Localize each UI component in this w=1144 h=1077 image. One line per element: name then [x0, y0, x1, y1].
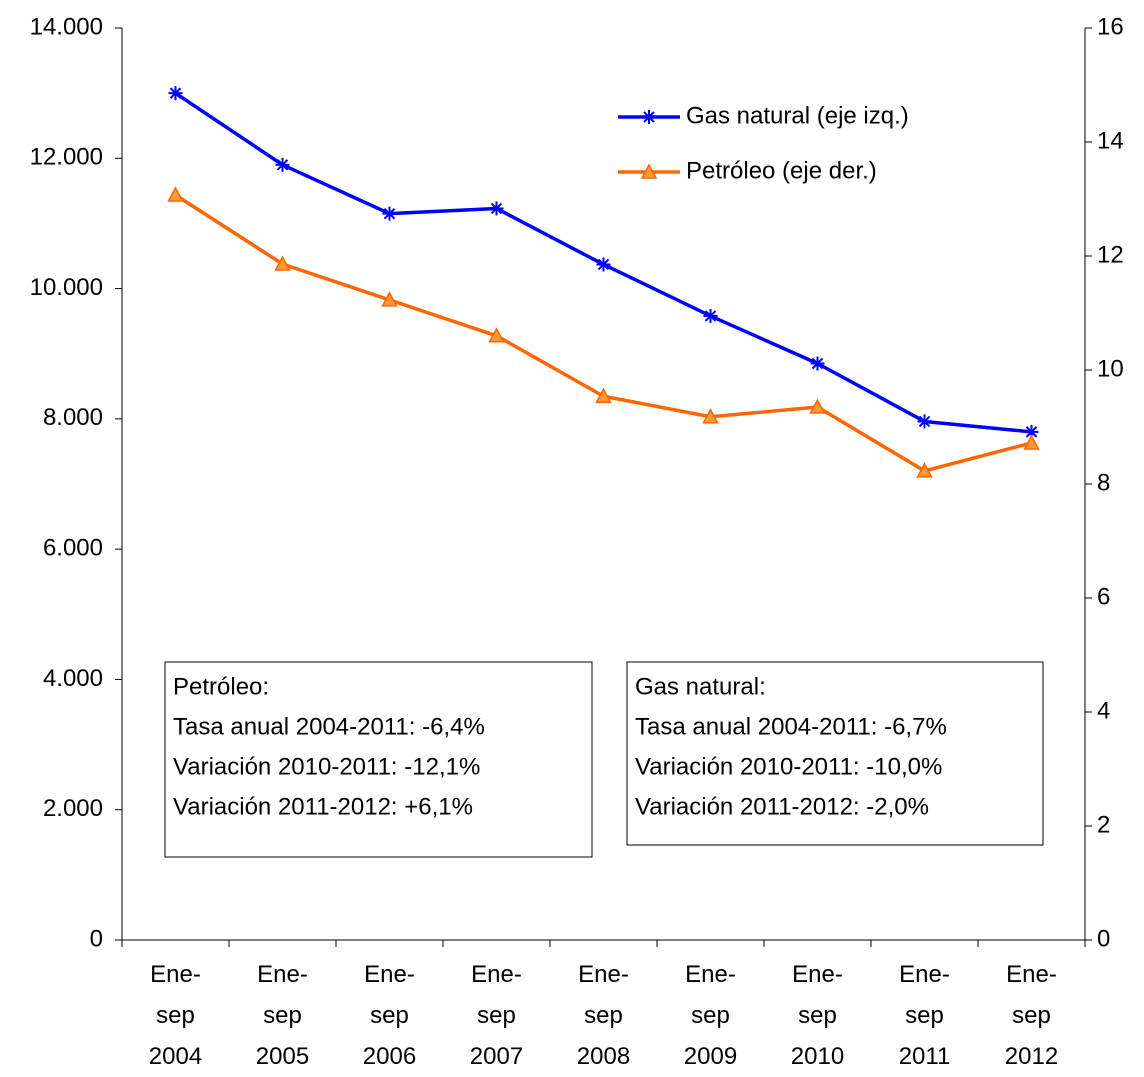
marker	[488, 327, 505, 343]
marker	[917, 414, 932, 429]
annotation-text: Tasa anual 2004-2011: -6,7%	[635, 713, 947, 740]
y2-tick-label: 14	[1097, 127, 1124, 154]
y-tick-label: 4.000	[43, 665, 103, 692]
marker	[167, 186, 184, 202]
y2-tick-label: 16	[1097, 13, 1124, 40]
annotation-text: Tasa anual 2004-2011: -6,4%	[173, 713, 485, 740]
marker-stroke	[490, 202, 503, 215]
marker	[809, 398, 826, 414]
y2-tick-label: 2	[1097, 811, 1110, 838]
x-tick-label: Ene- sep 2007	[469, 961, 524, 1070]
y2-tick-label: 8	[1097, 469, 1110, 496]
marker	[702, 408, 719, 424]
legend-label: Gas natural (eje izq.)	[686, 102, 909, 129]
x-tick-label: Ene- sep 2005	[255, 961, 310, 1070]
marker-stroke	[169, 87, 182, 99]
marker	[168, 86, 183, 101]
y-tick-label: 8.000	[43, 404, 103, 431]
annotation-text: Variación 2011-2012: +6,1%	[173, 793, 473, 820]
marker-stroke	[597, 258, 610, 271]
y-tick-label: 2.000	[43, 795, 103, 822]
marker	[595, 387, 612, 403]
marker	[810, 356, 825, 371]
marker	[642, 110, 656, 124]
x-tick-label: Ene- sep 2010	[790, 961, 845, 1070]
marker	[1023, 434, 1040, 450]
y2-tick-label: 10	[1097, 355, 1124, 382]
y2-tick-label: 0	[1097, 925, 1110, 952]
y2-tick-label: 6	[1097, 583, 1110, 610]
marker	[1024, 424, 1039, 439]
y-tick-label: 6.000	[43, 534, 103, 561]
annotation-box	[626, 661, 1044, 846]
marker	[489, 201, 504, 216]
marker	[916, 462, 933, 478]
marker	[703, 308, 718, 323]
marker	[381, 291, 398, 307]
marker-stroke	[704, 310, 717, 322]
series-line	[174, 193, 1032, 473]
y2-tick-label: 12	[1097, 241, 1124, 268]
marker-stroke	[918, 415, 931, 428]
x-tick-label: Ene- sep 2008	[576, 961, 631, 1070]
y2-tick-label: 4	[1097, 697, 1110, 724]
annotation-text: Petróleo:	[173, 673, 269, 700]
marker-stroke	[643, 111, 655, 123]
annotation-text: Variación 2010-2011: -10,0%	[635, 753, 942, 780]
y-tick-label: 14.000	[30, 13, 103, 40]
x-tick-label: Ene- sep 2004	[148, 961, 203, 1070]
y-tick-label: 12.000	[30, 144, 103, 171]
marker-stroke	[276, 159, 289, 171]
annotation-text: Variación 2010-2011: -12,1%	[173, 753, 480, 780]
legend-label: Petróleo (eje der.)	[686, 157, 877, 184]
marker	[274, 255, 291, 271]
marker	[596, 257, 611, 272]
annotation-text: Variación 2011-2012: -2,0%	[635, 793, 929, 820]
annotation-text: Gas natural:	[635, 673, 766, 700]
x-tick-label: Ene- sep 2012	[1004, 961, 1059, 1070]
x-tick-label: Ene- sep 2006	[362, 961, 417, 1070]
marker-stroke	[1025, 426, 1038, 438]
marker	[275, 157, 290, 172]
y-tick-label: 10.000	[30, 274, 103, 301]
marker-stroke	[811, 357, 824, 370]
marker-stroke	[383, 207, 396, 220]
x-tick-label: Ene- sep 2011	[898, 961, 951, 1070]
y-tick-label: 0	[90, 925, 103, 952]
marker	[640, 163, 658, 179]
annotation-box	[164, 661, 593, 858]
x-tick-label: Ene- sep 2009	[683, 961, 738, 1070]
marker	[382, 206, 397, 221]
